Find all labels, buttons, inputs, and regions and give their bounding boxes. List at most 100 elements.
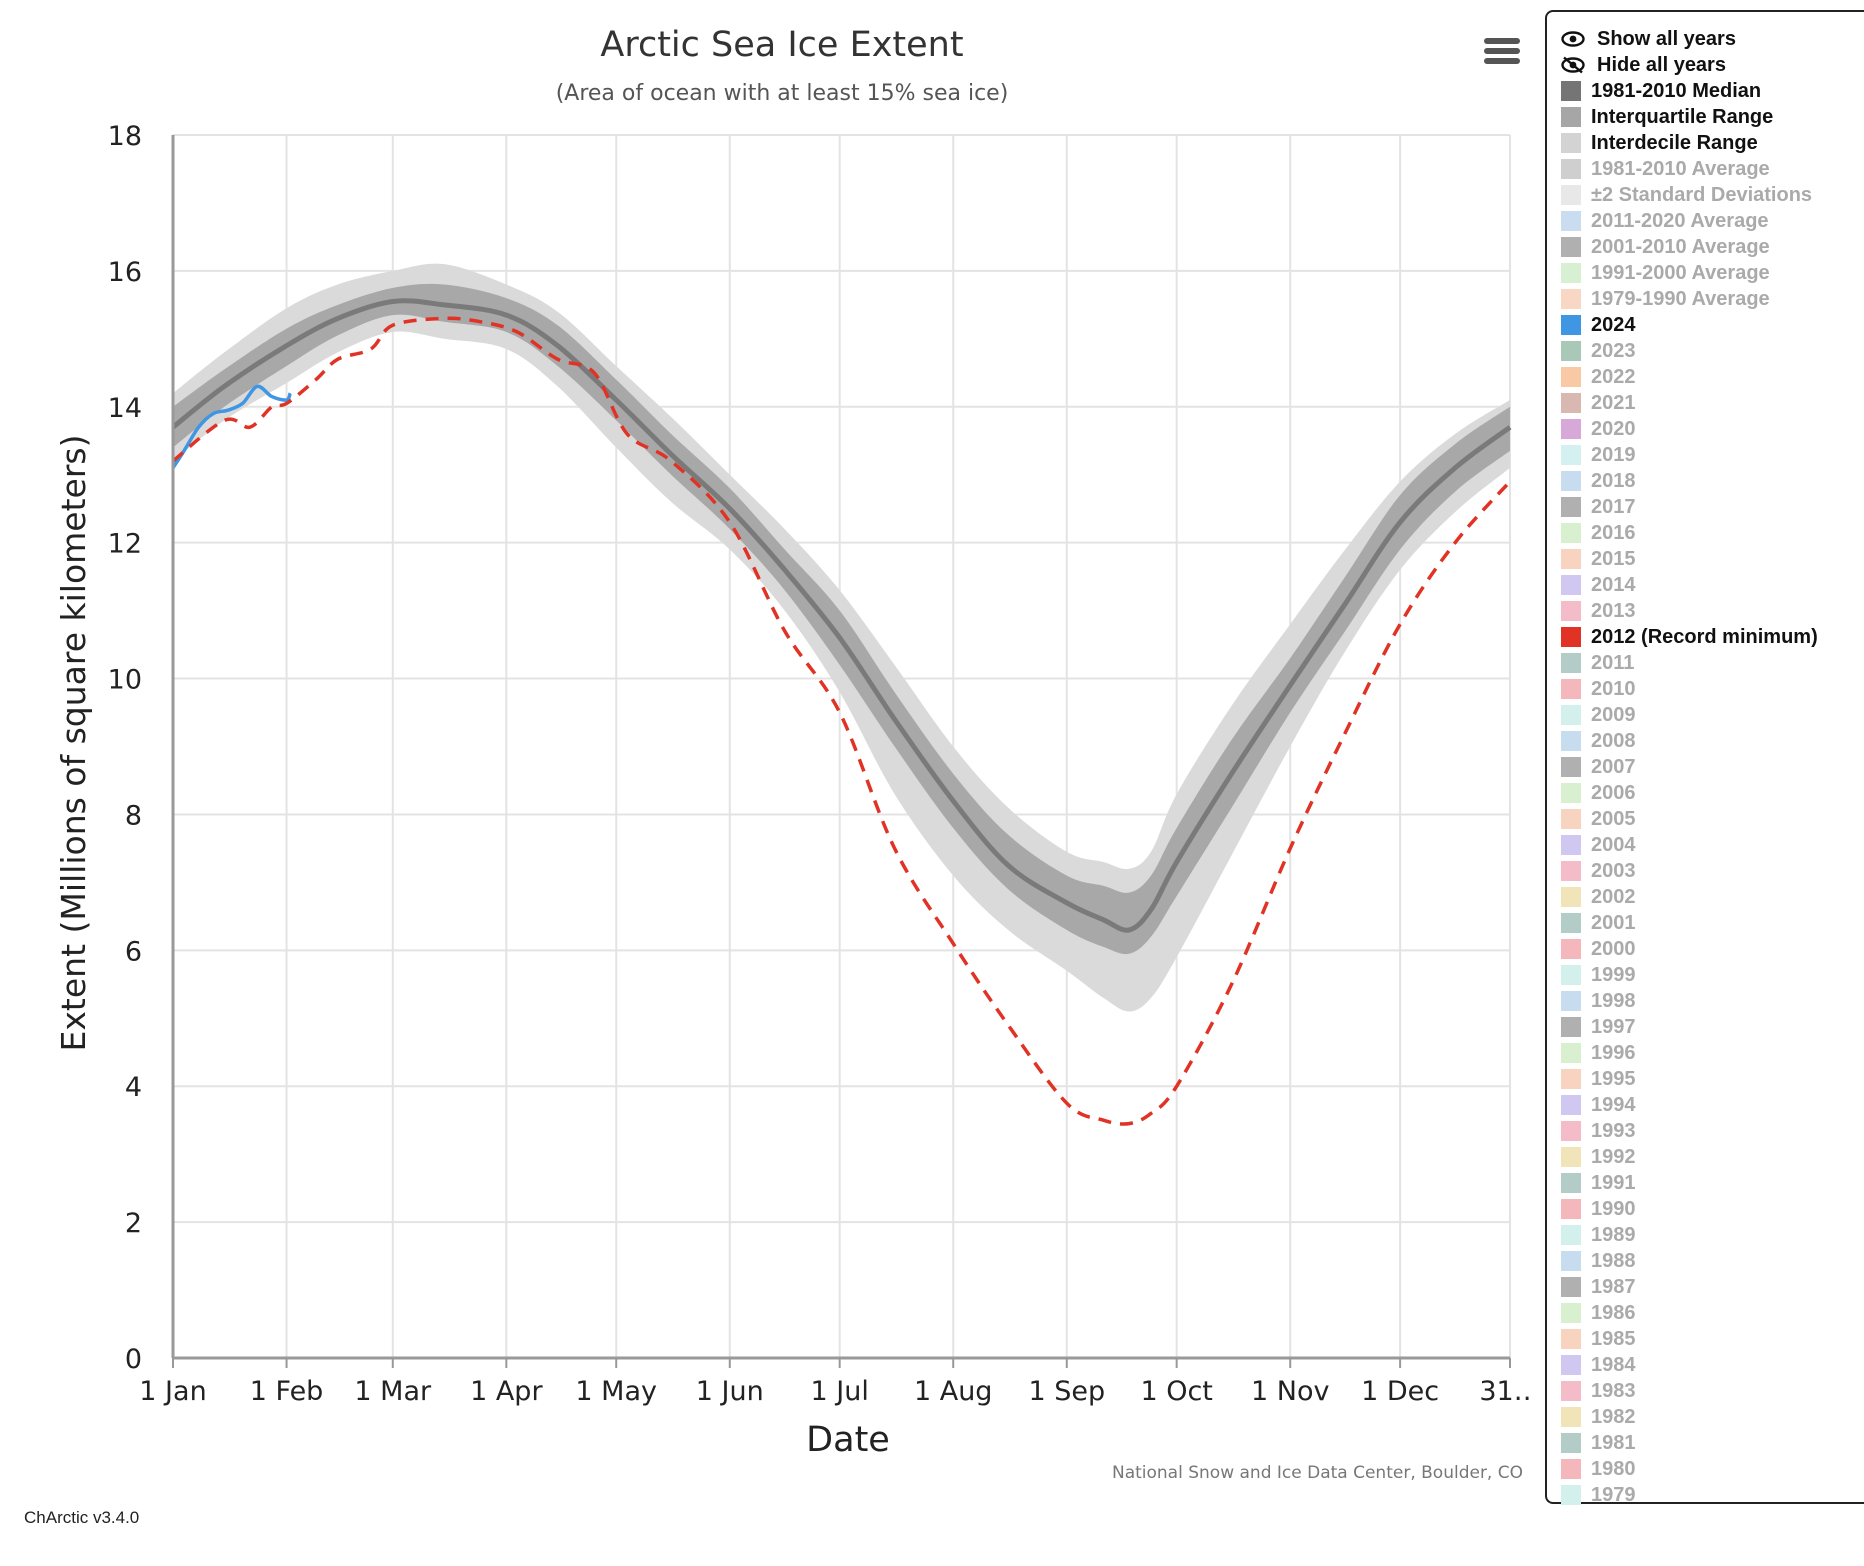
legend-item[interactable]: 2019 (1561, 442, 1864, 468)
series-line-2012 (171, 316, 1512, 1126)
legend-item[interactable]: 2011-2020 Average (1561, 208, 1864, 234)
legend-item[interactable]: 2008 (1561, 728, 1864, 754)
legend-item[interactable]: 1995 (1561, 1066, 1864, 1092)
legend-item[interactable]: 1984 (1561, 1352, 1864, 1378)
legend-item[interactable]: 2024 (1561, 312, 1864, 338)
legend-item[interactable]: 2016 (1561, 520, 1864, 546)
legend-label: 1990 (1591, 1197, 1636, 1220)
legend-item[interactable]: 2006 (1561, 780, 1864, 806)
legend-label: 2021 (1591, 391, 1636, 414)
legend-item[interactable]: 2003 (1561, 858, 1864, 884)
legend-item[interactable]: 1982 (1561, 1404, 1864, 1430)
legend-item[interactable]: 2023 (1561, 338, 1864, 364)
legend-item[interactable]: 1997 (1561, 1014, 1864, 1040)
legend-item[interactable]: 2012 (Record minimum) (1561, 624, 1864, 650)
y-tick-label: 0 (125, 1344, 142, 1375)
legend-swatch (1561, 549, 1581, 569)
legend-item[interactable]: 1991 (1561, 1170, 1864, 1196)
legend-item[interactable]: 2011 (1561, 650, 1864, 676)
legend-item[interactable]: 1999 (1561, 962, 1864, 988)
legend-label: 1992 (1591, 1145, 1636, 1168)
x-tick-label: 1 Sep (1028, 1376, 1105, 1407)
legend-label: 1980 (1591, 1457, 1636, 1480)
legend-item[interactable]: Interdecile Range (1561, 130, 1864, 156)
x-tick-label: 31… (1479, 1376, 1530, 1407)
legend-item[interactable]: 2022 (1561, 364, 1864, 390)
legend-swatch (1561, 445, 1581, 465)
legend-label: 2011-2020 Average (1591, 209, 1769, 232)
legend-item[interactable]: 1991-2000 Average (1561, 260, 1864, 286)
legend-item[interactable]: 2021 (1561, 390, 1864, 416)
legend-swatch (1561, 653, 1581, 673)
legend-item[interactable]: 2004 (1561, 832, 1864, 858)
legend-item[interactable]: 1986 (1561, 1300, 1864, 1326)
legend-item[interactable]: 1992 (1561, 1144, 1864, 1170)
legend-item[interactable]: 2002 (1561, 884, 1864, 910)
legend-item[interactable]: Show all years (1561, 26, 1864, 52)
legend-label: 1981 (1591, 1431, 1636, 1454)
legend-item[interactable]: 1981 (1561, 1430, 1864, 1456)
legend-item[interactable]: 1987 (1561, 1274, 1864, 1300)
x-tick-label: 1 Apr (470, 1376, 543, 1407)
legend-label: Hide all years (1597, 53, 1726, 76)
sea-ice-chart: Arctic Sea Ice Extent (Area of ocean wit… (54, 25, 1530, 1483)
legend-item[interactable]: 1979 (1561, 1482, 1864, 1508)
legend-item[interactable]: 1993 (1561, 1118, 1864, 1144)
legend-item[interactable]: 1989 (1561, 1222, 1864, 1248)
legend-item[interactable]: 1996 (1561, 1040, 1864, 1066)
legend-item[interactable]: 1980 (1561, 1456, 1864, 1482)
legend-item[interactable]: Interquartile Range (1561, 104, 1864, 130)
legend-item[interactable]: 2005 (1561, 806, 1864, 832)
legend-swatch (1561, 419, 1581, 439)
legend-swatch (1561, 1095, 1581, 1115)
legend-item[interactable]: 2009 (1561, 702, 1864, 728)
legend-swatch (1561, 1459, 1581, 1479)
legend-label: 1995 (1591, 1067, 1636, 1090)
legend-label: 2016 (1591, 521, 1636, 544)
legend-swatch (1561, 575, 1581, 595)
legend-label: 1986 (1591, 1301, 1636, 1324)
legend-panel: Show all years Hide all years 1981-2010 Me… (1545, 10, 1864, 1506)
legend-item[interactable]: 2000 (1561, 936, 1864, 962)
legend-label: 2008 (1591, 729, 1636, 752)
series-line-2024 (171, 384, 292, 469)
legend-item[interactable]: 1981-2010 Average (1561, 156, 1864, 182)
legend-swatch (1561, 705, 1581, 725)
legend-swatch (1561, 1121, 1581, 1141)
legend-item[interactable]: 2001 (1561, 910, 1864, 936)
legend-item[interactable]: 2015 (1561, 546, 1864, 572)
legend-item[interactable]: Hide all years (1561, 52, 1864, 78)
legend-item[interactable]: 2018 (1561, 468, 1864, 494)
legend-item[interactable]: 2007 (1561, 754, 1864, 780)
legend-item[interactable]: 1979-1990 Average (1561, 286, 1864, 312)
legend-item[interactable]: 2020 (1561, 416, 1864, 442)
legend-swatch (1561, 1355, 1581, 1375)
y-tick-label: 6 (125, 936, 142, 967)
legend-item[interactable]: 1988 (1561, 1248, 1864, 1274)
legend-item[interactable]: 1990 (1561, 1196, 1864, 1222)
legend-swatch (1561, 783, 1581, 803)
series-lines (171, 298, 1512, 1126)
legend-item[interactable]: 2010 (1561, 676, 1864, 702)
legend-item[interactable]: 2001-2010 Average (1561, 234, 1864, 260)
legend-item[interactable]: 1998 (1561, 988, 1864, 1014)
legend-item[interactable]: 1983 (1561, 1378, 1864, 1404)
x-axis-label: Date (806, 1420, 890, 1460)
y-tick-label: 16 (108, 257, 142, 288)
legend-item[interactable]: 1981-2010 Median (1561, 78, 1864, 104)
legend-swatch (1561, 1485, 1581, 1505)
legend-swatch (1561, 315, 1581, 335)
legend-swatch (1561, 341, 1581, 361)
legend-item[interactable]: 2013 (1561, 598, 1864, 624)
legend-swatch (1561, 367, 1581, 387)
legend-item[interactable]: 2017 (1561, 494, 1864, 520)
legend-item[interactable]: 1994 (1561, 1092, 1864, 1118)
legend-label: 2017 (1591, 495, 1636, 518)
legend-item[interactable]: 2014 (1561, 572, 1864, 598)
legend-swatch (1561, 1147, 1581, 1167)
legend-item[interactable]: 1985 (1561, 1326, 1864, 1352)
hamburger-menu-icon[interactable] (1478, 34, 1526, 74)
legend-swatch (1561, 679, 1581, 699)
legend-label: 1989 (1591, 1223, 1636, 1246)
legend-item[interactable]: ±2 Standard Deviations (1561, 182, 1864, 208)
